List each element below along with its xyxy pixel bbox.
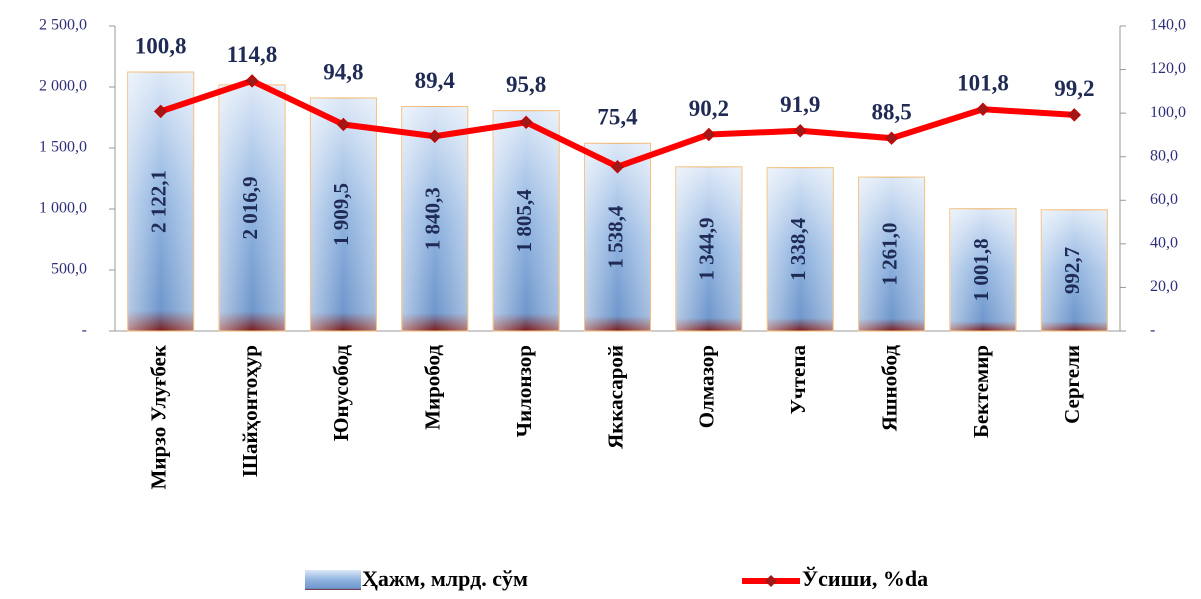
line-marker <box>702 127 716 142</box>
line-marker <box>976 102 990 116</box>
y-tick-label: 1 500,0 <box>39 139 87 156</box>
y2-tick-label: 20,0 <box>1150 278 1178 295</box>
bar-shine <box>1041 209 1108 331</box>
line-value-label: 94,8 <box>323 59 363 84</box>
line-value-label: 101,8 <box>957 71 1009 96</box>
y-tick-label: 1 000,0 <box>39 200 87 217</box>
line-marker <box>793 124 807 138</box>
line-value-label: 99,2 <box>1054 76 1094 101</box>
bar-shine <box>493 110 560 331</box>
x-tick-label: Олмазор <box>695 345 719 428</box>
line-value-label: 114,8 <box>227 42 277 67</box>
line-value-label: 100,8 <box>135 33 187 58</box>
x-tick-label: Миробод <box>421 345 445 430</box>
y2-tick-label: 80,0 <box>1150 147 1178 164</box>
bar-value-label: 992,7 <box>1060 247 1084 294</box>
y-tick-label: 2 500,0 <box>39 17 87 34</box>
line-marker <box>519 115 533 130</box>
legend-swatch-bar <box>305 570 361 590</box>
bar-shine <box>401 106 468 331</box>
line-value-label: 90,2 <box>689 96 729 121</box>
bar-value-label: 1 344,9 <box>695 217 719 280</box>
legend-label: Ҳажм, млрд. сўм <box>362 566 528 591</box>
bar-shine <box>310 98 377 331</box>
line-marker <box>336 117 351 132</box>
y2-tick-label: 100,0 <box>1150 104 1186 121</box>
line-marker <box>428 129 442 143</box>
y2-tick-label: 140,0 <box>1150 17 1186 34</box>
y2-tick-label: 120,0 <box>1150 60 1186 77</box>
y2-tick-label: 60,0 <box>1150 191 1178 208</box>
line-value-label: 95,8 <box>506 72 546 97</box>
bar-shine <box>858 177 925 331</box>
x-tick-label: Яшнобод <box>877 345 901 432</box>
x-tick-label: Сергели <box>1060 345 1084 424</box>
bar-shine <box>767 167 834 331</box>
legend-marker <box>765 575 777 587</box>
bar-value-label: 2 122,1 <box>146 170 170 233</box>
y2-tick-label: 40,0 <box>1150 235 1178 252</box>
line-marker <box>1067 108 1082 122</box>
bar-value-label: 1 909,5 <box>329 183 353 246</box>
y2-tick-label: - <box>1150 322 1155 339</box>
x-tick-label: Шайҳонтоҳур <box>238 345 262 477</box>
bar-shine <box>584 143 651 331</box>
line-value-label: 88,5 <box>871 99 911 124</box>
line-value-label: 89,4 <box>415 68 456 93</box>
bar-value-label: 2 016,9 <box>238 176 262 239</box>
x-tick-label: Бектемир <box>969 345 993 438</box>
bar-value-label: 1 338,4 <box>786 217 810 281</box>
bar-shine <box>949 208 1016 331</box>
line-marker <box>610 160 625 174</box>
x-tick-label: Яккасарой <box>603 345 627 449</box>
x-tick-label: Учтепа <box>786 345 810 415</box>
legend-label: Ўсиши, %da <box>802 566 928 591</box>
bar-value-label: 1 261,0 <box>877 223 901 286</box>
bar-shine <box>675 166 742 331</box>
line-value-label: 75,4 <box>597 105 638 130</box>
line-marker <box>153 104 168 119</box>
y-tick-label: - <box>82 322 87 339</box>
y-tick-label: 500,0 <box>51 261 87 278</box>
x-tick-label: Юнусобод <box>329 345 353 442</box>
x-tick-label: Чилонзор <box>512 345 536 437</box>
line-value-label: 91,9 <box>780 92 820 117</box>
y-tick-label: 2 000,0 <box>39 78 87 95</box>
bar-value-label: 1 805,4 <box>512 189 536 253</box>
bar-shine <box>219 84 286 331</box>
line-marker <box>245 74 259 88</box>
line-marker <box>884 131 899 145</box>
x-tick-label: Мирзо Улуғбек <box>146 344 170 489</box>
bar-value-label: 1 538,4 <box>603 205 627 269</box>
bar-value-label: 1 840,3 <box>421 187 445 250</box>
bar-value-label: 1 001,8 <box>969 238 993 301</box>
